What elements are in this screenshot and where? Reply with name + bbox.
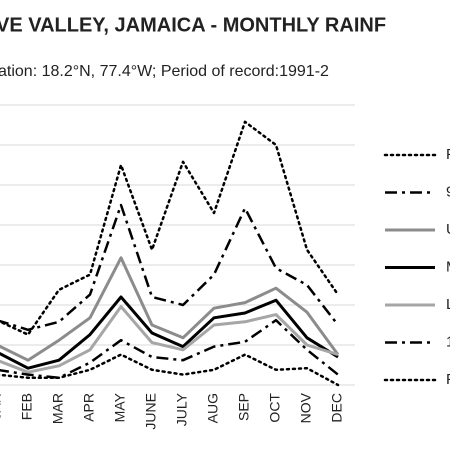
chart-subtitle: ation: 18.2°N, 77.4°W; Period of record:…: [0, 63, 329, 80]
series-line: [0, 305, 339, 374]
x-tick-label: NOV: [298, 392, 314, 423]
legend-label: L: [446, 296, 450, 313]
x-tick-label: SEP: [236, 393, 252, 421]
x-tick-label: JULY: [174, 392, 190, 426]
legend-label: U: [446, 221, 450, 238]
series-line: [0, 203, 339, 332]
x-tick-label: DEC: [329, 393, 345, 423]
x-tick-label: OCT: [267, 393, 283, 423]
legend-label: F: [446, 371, 450, 388]
x-tick-label: APR: [81, 393, 97, 422]
series-line: [0, 256, 340, 362]
x-tick-label: FEB: [19, 393, 35, 420]
series-line: [0, 295, 339, 370]
legend-label: M: [446, 258, 450, 275]
chart-title: VE VALLEY, JAMAICA - MONTHLY RAINF: [0, 14, 386, 36]
series-line: [0, 120, 340, 336]
legend-label: 1: [446, 333, 450, 350]
x-tick-label: MAR: [50, 393, 66, 424]
x-tick-label: AUG: [205, 393, 221, 423]
legend-label: 9: [446, 183, 450, 200]
x-tick-label: JAN: [0, 393, 4, 419]
x-tick-label: MAY: [112, 392, 128, 422]
series-line: [0, 353, 340, 387]
legend-label: F: [446, 146, 450, 163]
x-tick-label: JUNE: [143, 393, 159, 430]
